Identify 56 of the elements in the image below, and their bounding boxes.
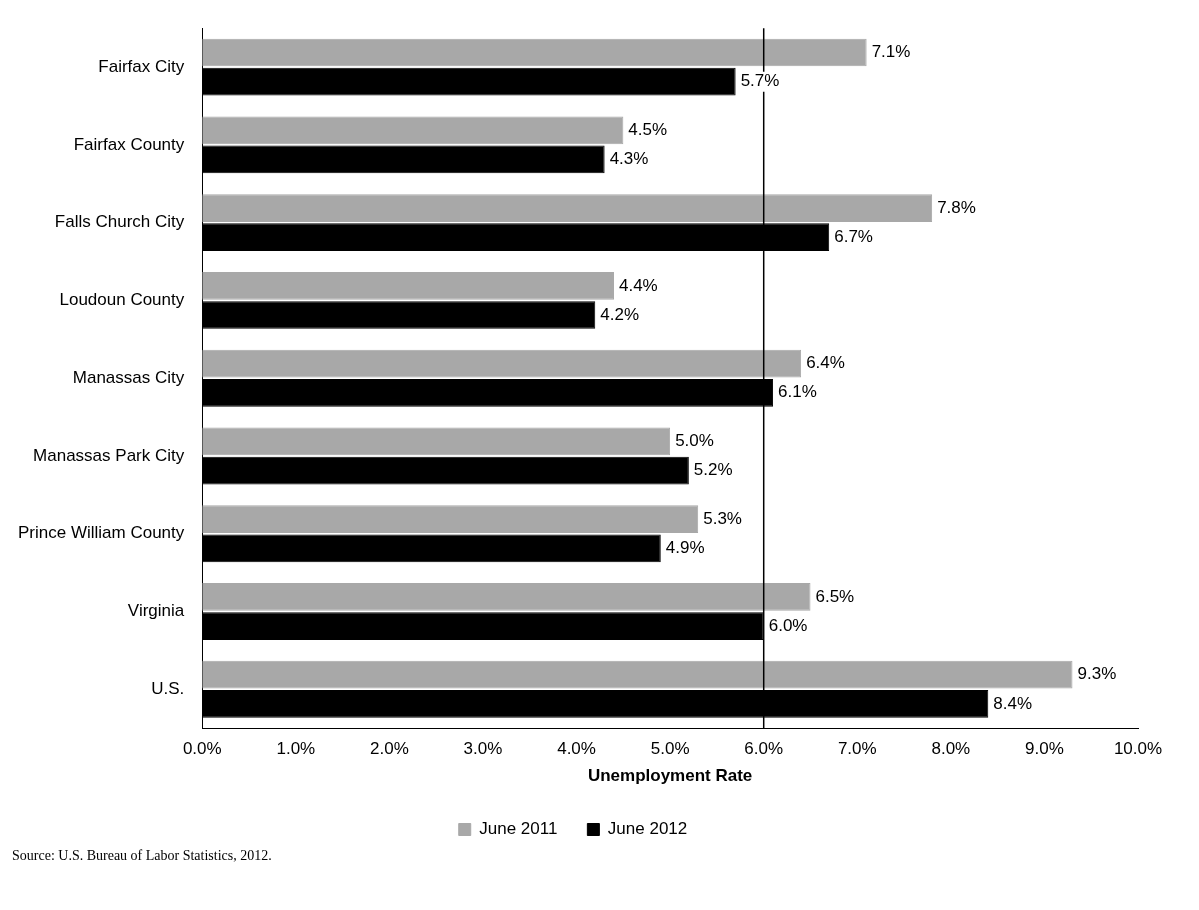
x-tick-label: 4.0%: [557, 739, 596, 759]
data-label: 8.4%: [993, 693, 1033, 713]
data-label: 6.0%: [768, 615, 808, 635]
data-label: 6.5%: [815, 586, 855, 606]
data-label: 4.3%: [609, 149, 649, 169]
bar: [202, 660, 1073, 689]
bar: [202, 67, 736, 96]
data-label: 7.1%: [871, 42, 911, 62]
source-note: Source: U.S. Bureau of Labor Statistics, 2012.: [12, 848, 273, 864]
data-label: 7.8%: [937, 197, 976, 217]
x-tick-label: 6.0%: [744, 739, 784, 759]
legend-label: June 2012: [607, 819, 688, 839]
data-label: 6.7%: [834, 226, 873, 246]
data-label: 6.1%: [778, 382, 817, 402]
x-tick-label: 0.0%: [182, 739, 222, 759]
x-tick-label: 2.0%: [370, 739, 409, 759]
x-tick-label: 5.0%: [650, 739, 690, 759]
data-label: 9.3%: [1077, 664, 1117, 684]
y-tick-label: U.S.: [151, 679, 185, 698]
y-tick-label: Falls Church City: [54, 212, 185, 232]
data-label: 4.2%: [600, 304, 640, 324]
x-tick-label: 8.0%: [931, 739, 971, 759]
bar: [202, 145, 605, 174]
y-tick-label: Manassas Park City: [33, 445, 185, 465]
bar: [202, 427, 671, 456]
bar: [202, 456, 689, 485]
bar: [202, 38, 867, 67]
data-label: 5.2%: [693, 460, 733, 480]
data-label: 5.0%: [675, 431, 714, 451]
data-label: 6.4%: [806, 353, 845, 373]
y-tick-label: Virginia: [127, 601, 185, 621]
x-tick-label: 10.0%: [1113, 739, 1163, 759]
data-label: 4.4%: [618, 275, 658, 295]
bar: [202, 271, 614, 300]
bar: [202, 194, 933, 222]
legend-label: June 2011: [479, 819, 558, 839]
bar: [202, 116, 624, 145]
y-tick-label: Loudoun County: [59, 290, 185, 310]
y-tick-label: Fairfax County: [73, 134, 185, 154]
data-label: 4.9%: [665, 538, 705, 558]
y-tick-label: Prince William County: [18, 523, 185, 543]
x-tick-label: 7.0%: [837, 739, 877, 759]
bar: [202, 349, 802, 378]
bar: [202, 301, 596, 329]
bar: [202, 583, 811, 611]
y-tick-label: Fairfax City: [98, 56, 185, 76]
data-label: 5.7%: [740, 71, 780, 91]
bar: [202, 534, 661, 563]
bar: [202, 505, 699, 534]
x-tick-label: 1.0%: [276, 739, 316, 759]
y-tick-label: Manassas City: [72, 367, 185, 387]
x-tick-label: 9.0%: [1025, 739, 1064, 759]
x-axis-title: Unemployment Rate: [587, 766, 753, 786]
data-label: 4.5%: [628, 119, 668, 139]
data-label: 5.3%: [703, 508, 742, 528]
x-tick-label: 3.0%: [463, 739, 503, 759]
